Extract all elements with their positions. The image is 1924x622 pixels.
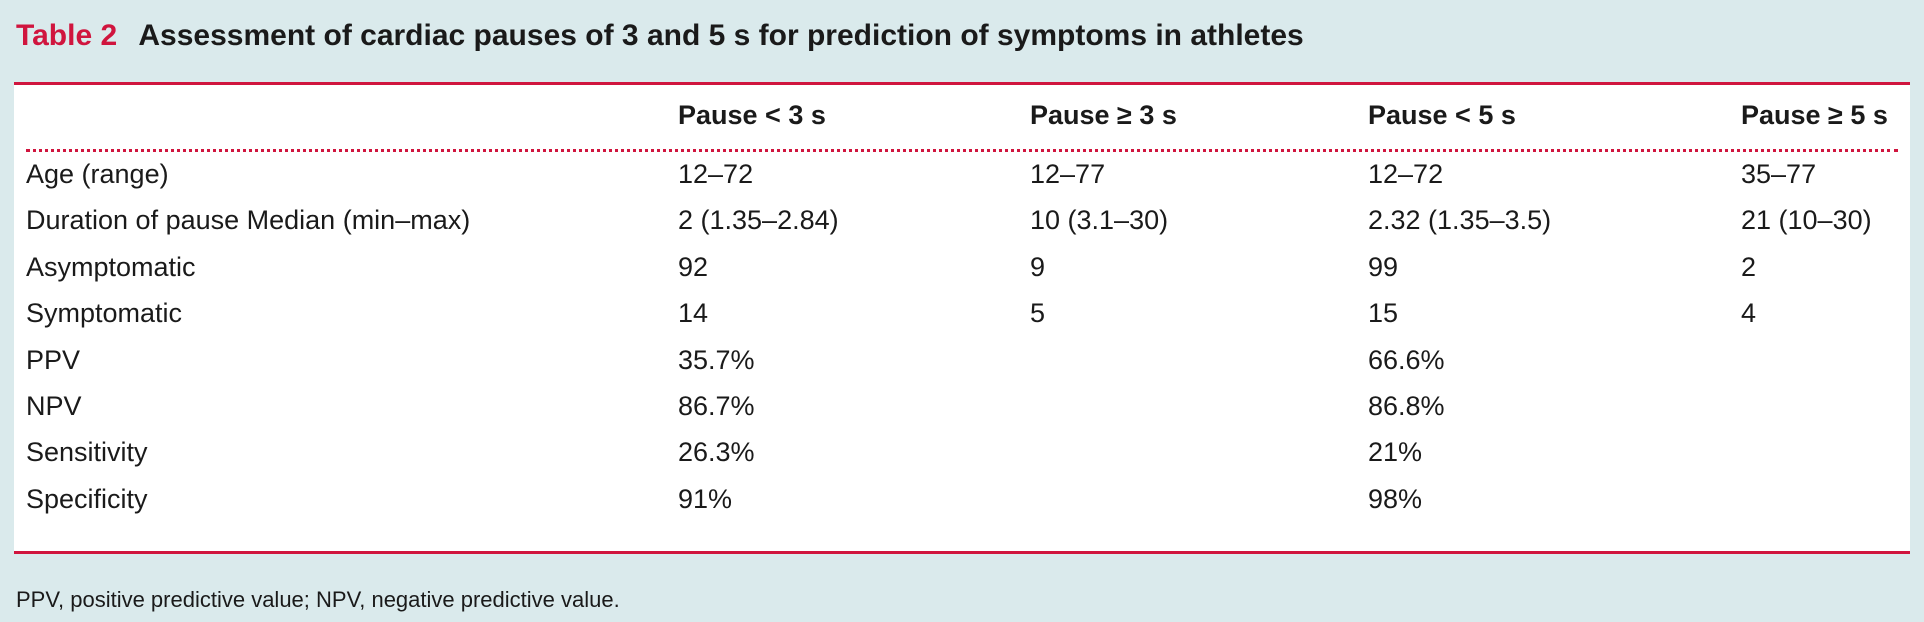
table-cell: 21 (10–30) xyxy=(1741,205,1872,236)
row-label: Symptomatic xyxy=(26,298,183,329)
table-row: Sensitivity 26.3% 21% xyxy=(14,429,1910,475)
column-header-pause-ge-3s: Pause ≥ 3 s xyxy=(1030,100,1177,130)
column-header-pause-lt-5s: Pause < 5 s xyxy=(1368,100,1516,130)
table-cell: 12–72 xyxy=(678,159,754,189)
table-cell: 12–72 xyxy=(1368,159,1444,189)
table-number-label: Table 2 xyxy=(16,19,118,52)
table-cell: 98% xyxy=(1368,483,1423,514)
table-cell: 2 (1.35–2.84) xyxy=(678,205,839,236)
row-label: Duration of pause Median (min–max) xyxy=(26,205,471,236)
table-footnote: PPV, positive predictive value; NPV, neg… xyxy=(16,587,620,612)
row-label: PPV xyxy=(26,344,81,375)
table-cell: 99 xyxy=(1368,251,1399,282)
data-table: Pause < 3 s Pause ≥ 3 s Pause < 5 s Paus… xyxy=(14,82,1910,554)
table-cell: 35–77 xyxy=(1741,159,1817,189)
table-cell: 21% xyxy=(1368,437,1423,468)
row-label: NPV xyxy=(26,391,82,421)
table-header-row: Pause < 3 s Pause ≥ 3 s Pause < 5 s Paus… xyxy=(14,85,1910,147)
table-cell: 86.7% xyxy=(678,391,755,421)
table-row: Duration of pause Median (min–max) 2 (1.3… xyxy=(14,197,1910,243)
column-header-pause-lt-3s: Pause < 3 s xyxy=(678,100,826,130)
table-cell: 86.8% xyxy=(1368,391,1445,421)
table-cell: 35.7% xyxy=(678,344,755,375)
table-row: Age (range) 12–72 12–77 12–72 35–77 xyxy=(14,151,1910,197)
table-row: PPV 35.7% 66.6% xyxy=(14,337,1910,383)
table-cell: 5 xyxy=(1030,298,1046,329)
table-row: Symptomatic 14 5 15 4 xyxy=(14,290,1910,336)
table-cell: 91% xyxy=(678,483,733,514)
table-cell: 2.32 (1.35–3.5) xyxy=(1368,205,1552,236)
table-row: Specificity 91% 98% xyxy=(14,476,1910,522)
table-cell: 10 (3.1–30) xyxy=(1030,205,1169,236)
table-cell: 14 xyxy=(678,298,709,329)
table-cell: 15 xyxy=(1368,298,1399,329)
table-cell: 26.3% xyxy=(678,437,755,468)
row-label: Asymptomatic xyxy=(26,251,196,282)
row-label: Specificity xyxy=(26,483,148,514)
row-label: Age (range) xyxy=(26,159,169,189)
table-row: NPV 86.7% 86.8% xyxy=(14,383,1910,429)
table-cell: 92 xyxy=(678,251,709,282)
column-header-pause-ge-5s: Pause ≥ 5 s xyxy=(1741,100,1888,130)
table-caption: Assessment of cardiac pauses of 3 and 5 … xyxy=(138,19,1304,52)
table-title: Table 2 Assessment of cardiac pauses of … xyxy=(16,14,1304,58)
table-cell: 2 xyxy=(1741,251,1757,282)
table-cell: 66.6% xyxy=(1368,344,1445,375)
table-cell: 12–77 xyxy=(1030,159,1106,189)
table-cell: 4 xyxy=(1741,298,1757,329)
table-cell: 9 xyxy=(1030,251,1046,282)
table-row: Asymptomatic 92 9 99 2 xyxy=(14,244,1910,290)
row-label: Sensitivity xyxy=(26,437,148,468)
header-divider xyxy=(26,149,1898,152)
